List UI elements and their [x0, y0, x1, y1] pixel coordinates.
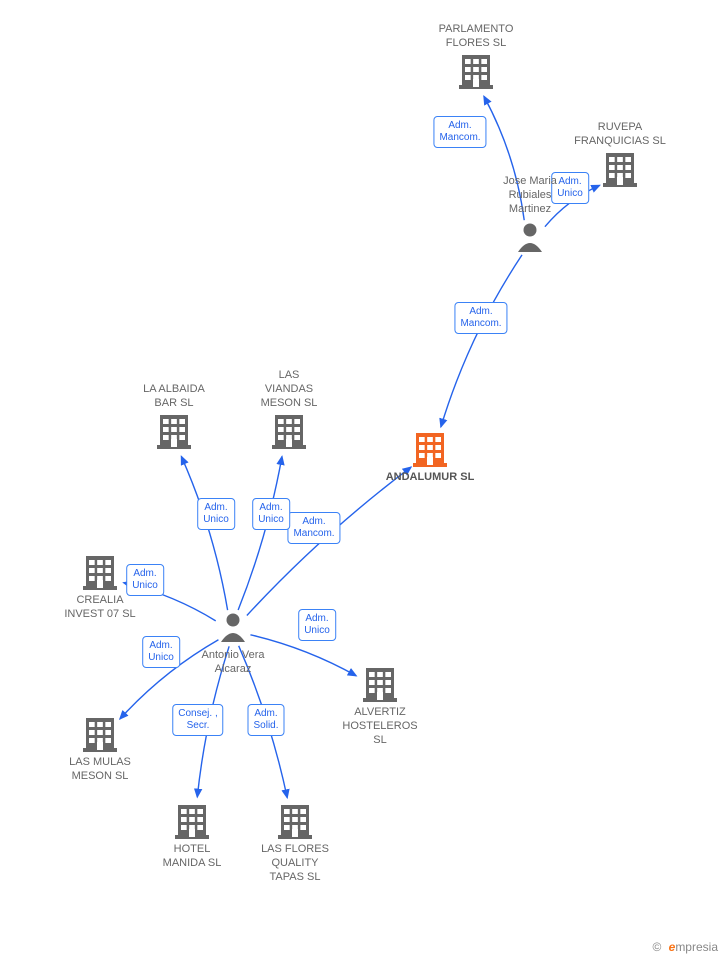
node-label: LA ALBAIDA BAR SL	[124, 383, 224, 411]
edge-label: Adm. Unico	[142, 636, 180, 668]
node-label: ALVERTIZ HOSTELEROS SL	[325, 706, 435, 747]
building-icon	[83, 556, 117, 590]
node-label: CREALIA INVEST 07 SL	[50, 594, 150, 622]
node-label: RUVEPA FRANQUICIAS SL	[560, 121, 680, 149]
person-icon	[518, 224, 542, 253]
edge-label: Adm. Unico	[197, 498, 235, 530]
footer-credit: © empresia	[652, 940, 718, 954]
copyright-symbol: ©	[652, 940, 661, 954]
node-label: LAS VIANDAS MESON SL	[244, 369, 334, 410]
building-icon	[459, 55, 493, 89]
edge-label: Adm. Unico	[252, 498, 290, 530]
edge	[441, 255, 522, 427]
edge-label: Adm. Mancom.	[454, 302, 507, 334]
building-icon	[157, 415, 191, 449]
building-icon	[278, 805, 312, 839]
node-label: Antonio Vera Alcaraz	[178, 649, 288, 677]
edge	[238, 457, 282, 611]
building-icon	[603, 153, 637, 187]
node-label: LAS MULAS MESON SL	[50, 756, 150, 784]
brand-rest: mpresia	[675, 940, 718, 954]
node-label: HOTEL MANIDA SL	[142, 843, 242, 871]
node-label: Jose Maria Rubiales Martinez	[480, 175, 580, 216]
edge-label: Adm. Unico	[298, 609, 336, 641]
person-icon	[221, 614, 245, 643]
edge-label: Adm. Mancom.	[433, 116, 486, 148]
edge-label: Adm. Mancom.	[287, 512, 340, 544]
building-icon	[175, 805, 209, 839]
node-label: ANDALUMUR SL	[370, 471, 490, 485]
edge-label: Adm. Solid.	[247, 704, 284, 736]
edge-label: Adm. Unico	[126, 564, 164, 596]
edge	[181, 456, 227, 610]
building-icon	[363, 668, 397, 702]
building-icon	[272, 415, 306, 449]
node-label: LAS FLORES QUALITY TAPAS SL	[245, 843, 345, 884]
edge-label: Consej. , Secr.	[172, 704, 223, 736]
node-label: PARLAMENTO FLORES SL	[421, 23, 531, 51]
building-icon-highlight	[413, 433, 447, 467]
building-icon	[83, 718, 117, 752]
